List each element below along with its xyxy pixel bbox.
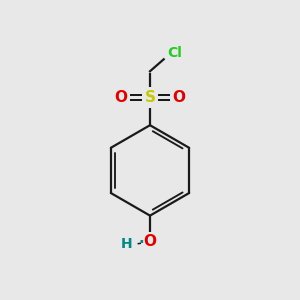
Text: S: S: [145, 90, 155, 105]
Text: ·: ·: [138, 235, 144, 250]
Text: O: O: [173, 90, 186, 105]
Text: Cl: Cl: [167, 46, 182, 61]
Text: O: O: [114, 90, 127, 105]
Text: O: O: [143, 234, 157, 249]
Text: H: H: [121, 237, 133, 251]
